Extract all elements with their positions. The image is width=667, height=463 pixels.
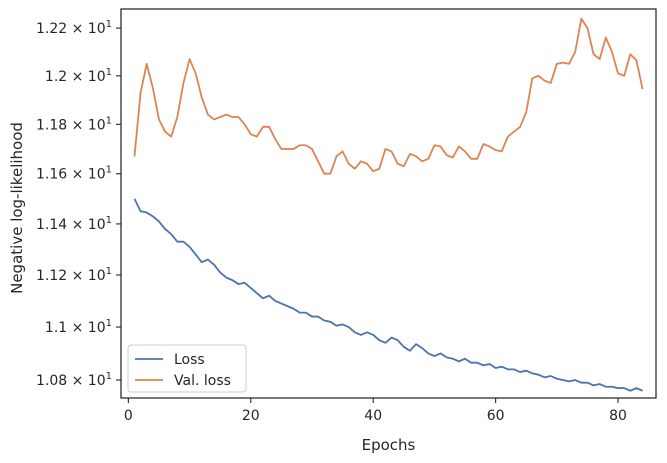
- y-tick-label: 1.12 × 101: [36, 266, 112, 284]
- y-tick-label: 1.2 × 101: [45, 67, 112, 85]
- series-layer: [133, 17, 644, 392]
- series-line-loss: [133, 198, 643, 392]
- x-axis-label: Epochs: [362, 436, 416, 454]
- y-tick-label: 1.08 × 101: [36, 371, 112, 389]
- y-tick-label: 1.18 × 101: [36, 115, 112, 133]
- x-tick-label: 80: [609, 408, 627, 424]
- legend-label-val-loss: Val. loss: [174, 373, 231, 389]
- x-tick-label: 0: [124, 408, 133, 424]
- legend-label-loss: Loss: [174, 352, 205, 368]
- series-line-val-loss: [133, 17, 644, 175]
- x-axis-ticks: 0 20 40 60 80: [124, 398, 627, 424]
- y-tick-label: 1.16 × 101: [36, 165, 112, 183]
- y-tick-label: 1.14 × 101: [36, 215, 112, 233]
- y-axis-label: Negative log-likelihood: [8, 122, 26, 294]
- x-tick-label: 60: [487, 408, 505, 424]
- legend: Loss Val. loss: [127, 344, 247, 393]
- y-tick-label: 1.1 × 101: [45, 318, 112, 336]
- plot-area: [120, 8, 657, 399]
- y-tick-label: 1.22 × 101: [36, 19, 112, 37]
- x-tick-label: 40: [364, 408, 382, 424]
- y-axis-ticks: 1.08 × 101 1.1 × 101 1.12 × 101 1.14 × 101 1…: [36, 19, 121, 389]
- x-tick-label: 20: [242, 408, 260, 424]
